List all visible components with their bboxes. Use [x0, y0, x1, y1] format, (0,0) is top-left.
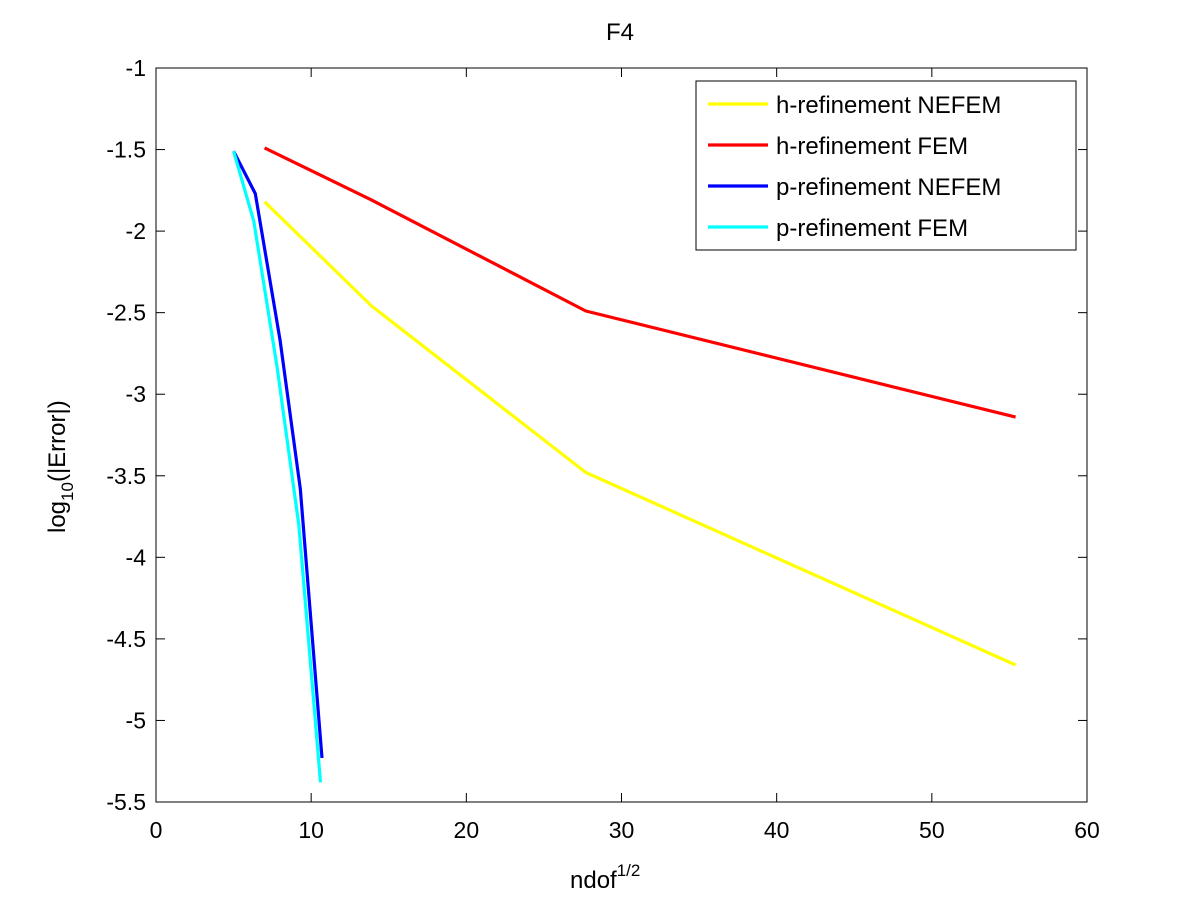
x-tick-label: 50 [919, 817, 945, 843]
legend-label: p-refinement FEM [776, 215, 968, 242]
x-tick-label: 20 [454, 817, 480, 843]
y-tick-label: -2.5 [106, 300, 146, 326]
x-tick-label: 30 [609, 817, 635, 843]
series-line-p-refinement-fem [232, 150, 323, 783]
x-tick-label: 0 [150, 817, 163, 843]
x-axis-label: ndof1/2 [570, 861, 640, 894]
legend-label: p-refinement NEFEM [776, 174, 1001, 201]
y-tick-label: -2 [126, 218, 146, 244]
x-tick-label: 10 [298, 817, 324, 843]
y-axis-label-rest: (|Error|) [44, 400, 71, 482]
plot-area [232, 146, 1017, 783]
x-axis-label-sup: 1/2 [617, 861, 641, 880]
y-tick-label: -4 [126, 544, 147, 570]
y-tick-label: -3 [126, 381, 146, 407]
chart-title: F4 [606, 19, 634, 46]
legend: h-refinement NEFEM h-refinement FEM p-refi… [695, 80, 1077, 251]
series-line-h-refinement-nefem [263, 200, 1017, 667]
legend-label: h-refinement FEM [776, 133, 968, 160]
y-tick-label: -4.5 [106, 626, 146, 652]
series-line-h-refinement-fem [263, 146, 1016, 419]
y-axis-label-sub: 10 [58, 482, 77, 501]
series-line-p-refinement-nefem [232, 150, 324, 759]
x-tick-label: 60 [1074, 817, 1100, 843]
y-tick-label: -3.5 [106, 463, 146, 489]
y-tick-label: -1 [126, 55, 146, 81]
y-tick-label: -1.5 [106, 137, 146, 163]
y-tick-label: -5.5 [106, 789, 146, 815]
y-tick-label: -5 [126, 707, 146, 733]
x-axis-label-base: ndof [570, 867, 617, 894]
y-axis-label: log10(|Error|) [44, 400, 77, 533]
x-tick-label: 40 [764, 817, 790, 843]
y-axis-label-base: log [44, 501, 71, 533]
ticks: 0 10 20 30 40 50 60 -5.5 -5 -4.5 -4 -3.5 -3 -2.5 -2 -1.… [106, 55, 1099, 843]
legend-label: h-refinement NEFEM [776, 92, 1001, 119]
legend-box [695, 80, 1077, 251]
